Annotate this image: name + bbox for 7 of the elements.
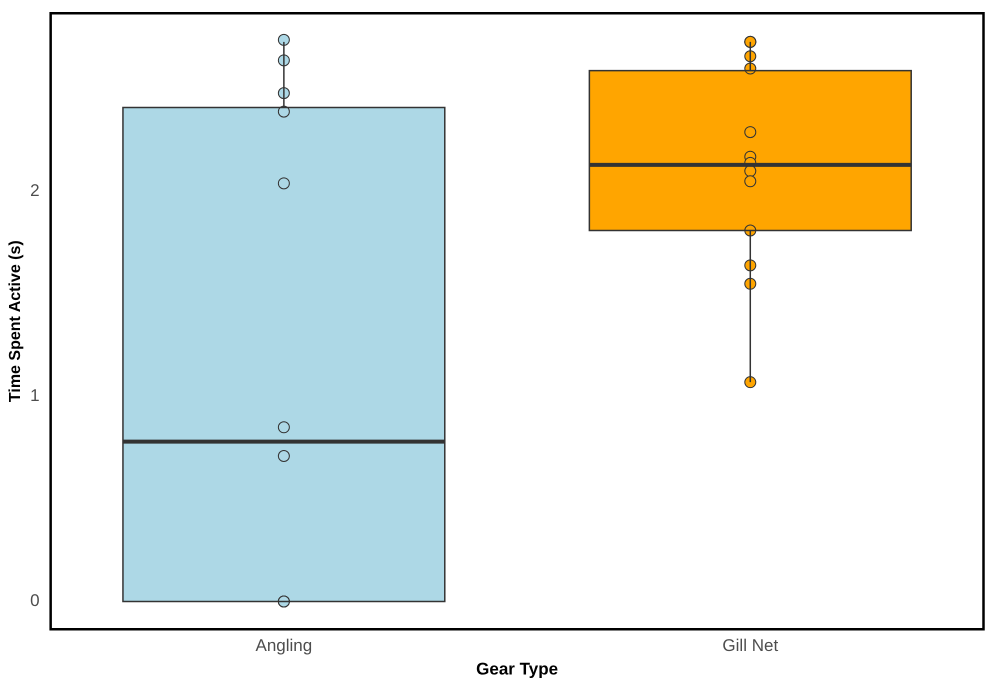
y-tick-label: 2 <box>30 181 40 200</box>
y-tick-label: 0 <box>30 591 40 610</box>
x-tick-label: Gill Net <box>722 636 778 656</box>
x-axis-title: Gear Type <box>476 659 558 678</box>
x-tick-label: Angling <box>256 636 312 656</box>
y-axis-title: Time Spent Active (s) <box>7 240 24 402</box>
y-tick-label: 1 <box>30 386 40 406</box>
